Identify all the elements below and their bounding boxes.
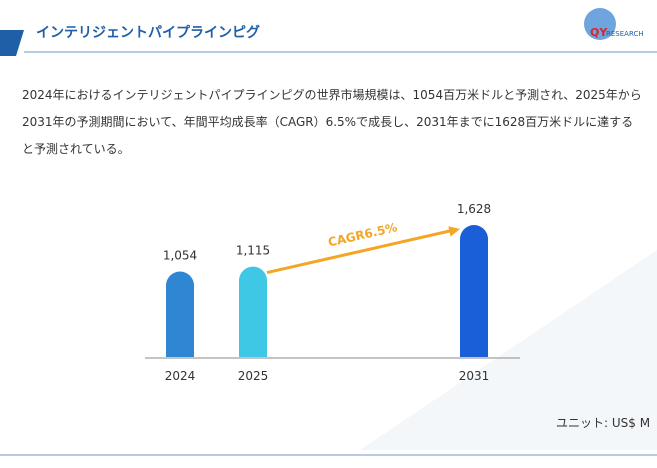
value-label: 1,054: [163, 249, 197, 263]
logo-globe: [584, 8, 616, 40]
bar: [166, 271, 194, 357]
bar: [239, 266, 267, 357]
value-label: 1,115: [236, 244, 270, 258]
logo-brand: QY: [590, 26, 608, 39]
description: 2024年におけるインテリジェントパイプラインピグの世界市場規模は、1054百万…: [22, 88, 642, 156]
bar: [460, 225, 488, 357]
logo-sub: RESEARCH: [606, 30, 644, 38]
cagr-arrow: [266, 228, 455, 275]
x-tick-label: 2025: [238, 369, 269, 383]
value-label: 1,628: [457, 202, 491, 216]
x-tick-label: 2031: [459, 369, 490, 383]
x-tick-label: 2024: [165, 369, 196, 383]
title: インテリジェントパイプラインピグ: [36, 25, 260, 41]
header-tab: [0, 30, 24, 56]
unit-label: ユニット: US$ M: [556, 416, 651, 430]
background-shape: [360, 250, 657, 450]
cagr-arrowhead: [448, 226, 460, 237]
